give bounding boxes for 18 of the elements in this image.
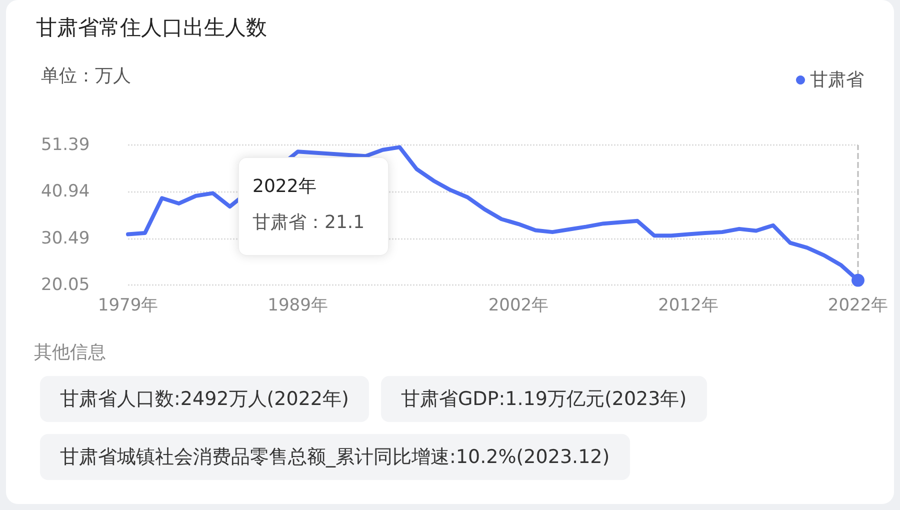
text: 甘肃省城镇社会消费品零售总额_累计同比增速:10.2%(2023.12)	[40, 434, 630, 480]
x-tick-label: 2012年	[658, 296, 718, 316]
text: 甘肃省人口数:2492万人(2022年)	[40, 376, 369, 422]
annotation: 甘肃省：21.1	[252, 212, 365, 233]
x-tick-label: 1989年	[268, 296, 328, 316]
chart-title: 甘肃省常住人口出生人数	[36, 16, 267, 40]
x-tick-label: 2022年	[828, 296, 888, 316]
text: 其他信息	[34, 341, 106, 364]
legend-label: 甘肃省	[810, 70, 864, 90]
annotation: 2022年	[252, 176, 316, 197]
text: 单位：万人	[41, 66, 131, 86]
x-tick-label: 1979年	[98, 296, 158, 316]
y-tick-label: 51.39	[41, 135, 90, 155]
x-tick-label: 2002年	[488, 296, 549, 316]
y-tick-label: 30.49	[41, 228, 90, 248]
y-tick-label: 20.05	[41, 275, 90, 295]
y-tick-label: 40.94	[41, 182, 90, 202]
text: 甘肃省GDP:1.19万亿元(2023年)	[380, 376, 707, 422]
